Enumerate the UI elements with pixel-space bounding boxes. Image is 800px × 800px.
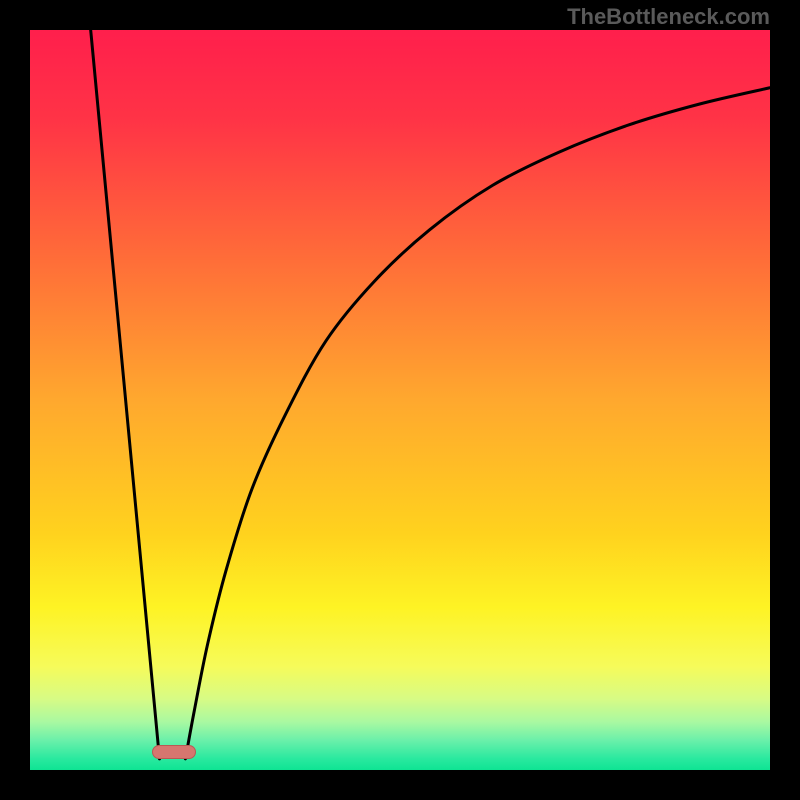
minimum-marker [152,745,196,759]
plot-area [30,30,770,770]
curve-layer [30,30,770,770]
curve-right-branch [185,88,770,759]
watermark-text: TheBottleneck.com [567,4,770,30]
curve-left-line [91,30,160,759]
chart-container: TheBottleneck.com [0,0,800,800]
